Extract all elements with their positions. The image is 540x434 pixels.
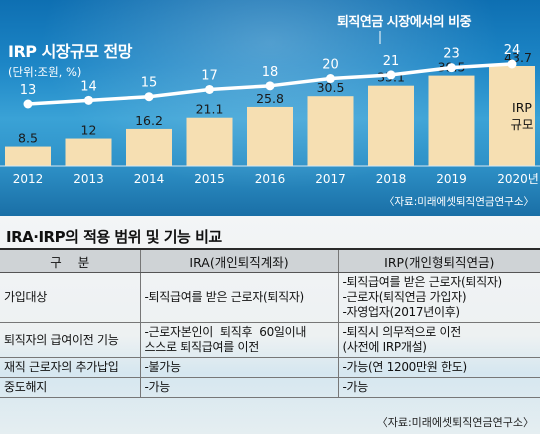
x-tick-label: 2020년 — [497, 172, 539, 186]
irp-market-chart: IRP 시장규모 전망 (단위:조원, %) 8.5 12 16.2 21.1 25.8 30… — [0, 14, 540, 208]
share-value-label: 23 — [443, 47, 460, 62]
chart-panel: IRP 시장규모 전망 (단위:조원, %) 8.5 12 16.2 21.1 25.8 30… — [0, 0, 540, 216]
share-point — [144, 92, 154, 102]
share-value-label: 21 — [383, 54, 400, 69]
share-point — [326, 74, 335, 84]
cell-line: -불가능 — [144, 360, 182, 374]
cell-line: -근로자(퇴직연금 가입자) — [342, 290, 467, 304]
cell-line: -가능(연 1200만원 한도) — [342, 360, 468, 374]
comparison-panel: IRA·IRP의 적용 범위 및 기능 비교 구 분 IRA(개인퇴직계좌) I… — [0, 216, 540, 434]
bar-2019 — [428, 75, 475, 166]
share-value-label: 13 — [20, 83, 37, 98]
header-category: 구 분 — [0, 248, 140, 273]
share-point — [205, 84, 214, 94]
share-point — [84, 95, 93, 105]
bar-2012 — [5, 146, 51, 166]
share-value-label: 18 — [262, 65, 279, 80]
row-label: 재직 근로자의 추가납입 — [0, 357, 140, 378]
ira-cell: -근로자본인이 퇴직후 60일이내 스스로 퇴직급여를 이전 — [139, 322, 338, 358]
cell-line: -퇴직급여를 받은 근로자(퇴직자) — [342, 275, 503, 289]
x-tick-label: 2016 — [255, 172, 286, 186]
cell-line: -가능 — [342, 380, 369, 394]
x-tick-label: 2014 — [134, 172, 165, 186]
table-source: 〈자료:미래에셋퇴직연금연구소〉 — [376, 416, 534, 429]
irp-cell: -퇴직시 의무적으로 이전 (사전에 IRP개설) — [337, 322, 540, 358]
cell-line: 퇴직자의 급여이전 기능 — [4, 332, 119, 347]
bar-value-label: 12 — [81, 123, 97, 138]
share-point — [265, 81, 275, 91]
bar-2017 — [307, 96, 354, 166]
x-tick-label: 2018 — [376, 172, 407, 186]
header-ira: IRA(개인퇴직계좌) — [139, 248, 338, 273]
share-point — [23, 99, 33, 109]
x-tick-label: 2012 — [13, 172, 44, 186]
table-row: 퇴직자의 급여이전 기능 -근로자본인이 퇴직후 60일이내 스스로 퇴직급여를 이… — [0, 322, 540, 358]
cell-line: (사전에 IRP개설) — [342, 340, 428, 354]
cell-line: 재직 근로자의 추가납입 — [4, 360, 119, 374]
bar-2013 — [65, 138, 112, 166]
x-tick-label: 2019 — [436, 172, 467, 186]
irp-cell: -가능 — [337, 377, 540, 398]
x-tick-label: 2017 — [315, 172, 346, 186]
share-point — [507, 59, 517, 69]
row-label: 가입대상 — [0, 272, 140, 323]
table-row: 가입대상 -퇴직급여를 받은 근로자(퇴직자) -퇴직급여를 받은 근로자(퇴직자)… — [0, 272, 540, 323]
x-tick-label: 2013 — [73, 172, 104, 186]
bar-value-label: 25.8 — [256, 91, 284, 106]
share-legend-label: 퇴직연금 시장에서의 비중 — [337, 14, 472, 30]
cell-line: -퇴직시 의무적으로 이전 — [342, 325, 462, 339]
irp-cell: -가능(연 1200만원 한도) — [337, 357, 540, 378]
bar-2016 — [247, 106, 293, 166]
bar-value-label: 16.2 — [135, 113, 163, 128]
comparison-table: 구 분 IRA(개인퇴직계좌) IRP(개인형퇴직연금) 가입대상 -퇴직급여를 … — [0, 248, 540, 398]
share-value-label: 20 — [322, 58, 339, 73]
cell-line: -근로자본인이 퇴직후 60일이내 — [144, 325, 307, 339]
bar-series-label: 규모 — [510, 117, 533, 132]
share-point — [447, 63, 456, 73]
table-row: 중도해지 -가능 -가능 — [0, 377, 540, 398]
bar-2020년 — [489, 66, 535, 166]
table-title: IRA·IRP의 적용 범위 및 기능 비교 — [6, 228, 222, 246]
ira-cell: -퇴직급여를 받은 근로자(퇴직자) — [139, 272, 338, 323]
share-value-label: 14 — [80, 79, 97, 94]
chart-subtitle: (단위:조원, %) — [8, 65, 81, 79]
share-value-label: 17 — [201, 68, 218, 83]
table-header-row: 구 분 IRA(개인퇴직계좌) IRP(개인형퇴직연금) — [0, 248, 540, 273]
bar-2018 — [368, 85, 414, 166]
chart-title: IRP 시장규모 전망 — [8, 42, 133, 61]
ira-cell: -가능 — [139, 377, 338, 398]
cell-line: -자영업자(2017년이후) — [342, 305, 461, 319]
share-value-label: 15 — [141, 76, 158, 91]
share-value-label: 24 — [504, 43, 521, 58]
cell-line: 중도해지 — [4, 380, 47, 394]
bar-series-label: IRP — [512, 100, 532, 115]
x-tick-label: 2015 — [194, 172, 225, 186]
row-label: 퇴직자의 급여이전 기능 — [0, 322, 140, 358]
bar-value-label: 21.1 — [196, 102, 224, 117]
cell-line: -가능 — [144, 380, 171, 394]
ira-cell: -불가능 — [139, 357, 338, 378]
header-irp: IRP(개인형퇴직연금) — [337, 248, 540, 273]
bar-2015 — [186, 117, 233, 166]
irp-cell: -퇴직급여를 받은 근로자(퇴직자) -근로자(퇴직연금 가입자) -자영업자(20… — [337, 272, 540, 323]
row-label: 중도해지 — [0, 377, 140, 398]
cell-line: 스스로 퇴직급여를 이전 — [144, 340, 260, 354]
share-point — [386, 70, 396, 80]
chart-source: 〈자료:미래에셋퇴직연금연구소〉 — [384, 196, 534, 208]
bar-value-label: 30.5 — [317, 80, 345, 95]
cell-line: -퇴직급여를 받은 근로자(퇴직자) — [144, 290, 305, 304]
table-row: 재직 근로자의 추가납입 -불가능 -가능(연 1200만원 한도) — [0, 357, 540, 378]
cell-line: 가입대상 — [4, 290, 47, 304]
bar-value-label: 8.5 — [18, 131, 38, 146]
bar-2014 — [126, 128, 172, 166]
